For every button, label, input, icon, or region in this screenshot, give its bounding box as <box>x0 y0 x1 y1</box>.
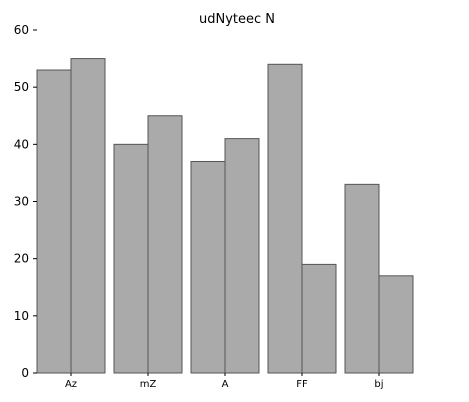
y-tick-label: 30 <box>14 195 29 209</box>
y-tick-label: 20 <box>14 252 29 266</box>
bar-mZ-series-1 <box>113 143 149 374</box>
bar-bj-series-2 <box>378 275 414 374</box>
bar-A-series-1 <box>190 160 226 374</box>
bar-Az-series-1 <box>36 69 72 374</box>
bar-FF-series-2 <box>301 263 337 374</box>
x-tick-label: A <box>222 379 229 390</box>
bar-A-series-2 <box>224 138 260 374</box>
chart-title: udNyteec N <box>199 12 275 27</box>
x-tick-label: FF <box>296 379 308 390</box>
x-axis: Az mZ A FF bj <box>65 373 384 390</box>
y-tick-label: 40 <box>14 137 29 151</box>
y-tick-label: 60 <box>14 23 29 37</box>
x-tick-label: Az <box>65 379 77 390</box>
x-tick-label: bj <box>374 379 383 390</box>
bar-Az-series-2 <box>70 58 106 374</box>
bars-layer <box>36 58 414 374</box>
y-tick-label: 50 <box>14 80 29 94</box>
bar-bj-series-1 <box>344 183 380 374</box>
bar-FF-series-1 <box>267 63 303 374</box>
x-tick-label: mZ <box>140 379 157 390</box>
y-tick-label: 10 <box>14 309 29 323</box>
y-axis: 0 10 20 30 40 50 60 <box>14 23 37 380</box>
bar-mZ-series-2 <box>147 115 183 374</box>
y-tick-label: 0 <box>21 366 29 380</box>
